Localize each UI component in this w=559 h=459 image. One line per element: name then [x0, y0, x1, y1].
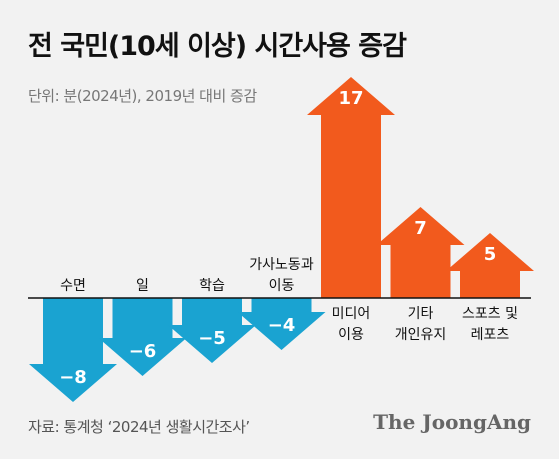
value-label-2: −5 — [198, 328, 226, 349]
category-label-2-0: 학습 — [199, 278, 225, 294]
bar-arrow-4 — [307, 77, 395, 298]
value-label-4: 17 — [338, 88, 363, 109]
chart-title: 전 국민(10세 이상) 시간사용 증감 — [28, 31, 407, 62]
category-label-6-1: 레포츠 — [471, 327, 510, 343]
category-label-4-1: 이용 — [338, 327, 364, 343]
value-label-0: −8 — [59, 367, 87, 388]
category-label-3-0: 가사노동과 — [249, 257, 314, 273]
value-label-5: 7 — [414, 218, 427, 239]
category-label-5-0: 기타 — [408, 306, 434, 322]
category-label-3-1: 이동 — [269, 278, 295, 294]
bar-arrow-0 — [29, 298, 117, 402]
bar-arrow-5 — [376, 207, 465, 298]
bar-arrow-3 — [237, 298, 326, 350]
bar-arrow-1 — [98, 298, 187, 376]
category-label-1-0: 일 — [136, 278, 149, 294]
category-label-4-0: 미디어 — [332, 306, 371, 322]
publisher-logo: The JoongAng — [373, 410, 531, 434]
value-label-6: 5 — [484, 244, 497, 265]
category-label-0-0: 수면 — [60, 278, 86, 294]
category-label-6-0: 스포츠 및 — [462, 306, 518, 322]
bar-arrow-6 — [446, 233, 534, 298]
value-label-1: −6 — [129, 341, 157, 362]
value-label-3: −4 — [268, 315, 296, 336]
bar-arrow-2 — [168, 298, 256, 363]
unit-note: 단위: 분(2024년), 2019년 대비 증감 — [28, 87, 257, 105]
category-label-5-1: 개인유지 — [395, 327, 447, 343]
source-note: 자료: 통계청 ‘2024년 생활시간조사’ — [28, 418, 250, 436]
